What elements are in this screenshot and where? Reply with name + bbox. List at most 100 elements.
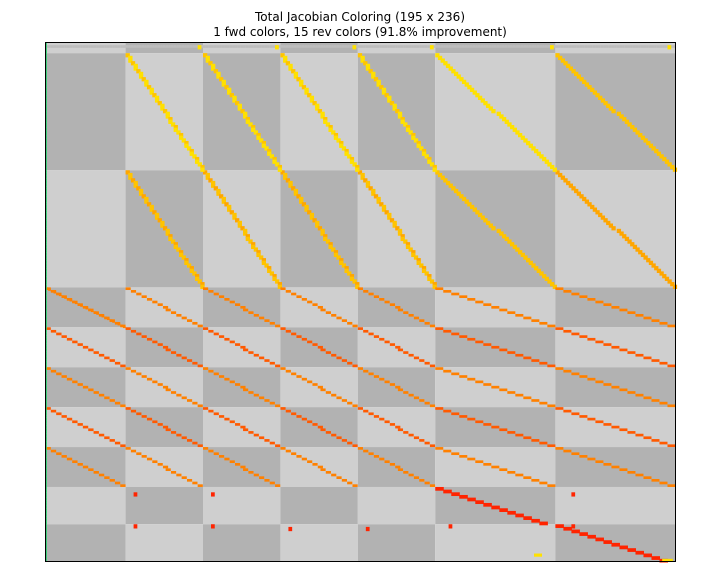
nonzero-cell [133,66,138,71]
nonzero-cell [531,439,540,442]
nonzero-cell [267,45,270,48]
nonzero-cell [355,282,360,287]
nonzero-cell [651,439,660,442]
nonzero-cell [566,63,571,69]
nonzero-cell [203,170,208,175]
nonzero-cell [424,271,429,276]
nonzero-cell [45,239,47,243]
nonzero-cell [643,316,652,320]
nonzero-cell [64,45,67,48]
nonzero-cell [165,388,171,392]
nonzero-cell [66,417,73,421]
nonzero-cell [184,45,187,48]
nonzero-cell [475,460,484,464]
nonzero-cell [45,558,47,562]
nonzero-cell [419,319,425,322]
nonzero-cell [552,284,557,289]
nonzero-cell [568,183,573,188]
nonzero-cell [485,103,491,108]
nonzero-cell [280,53,285,58]
nonzero-cell [563,369,572,373]
nonzero-cell [45,101,47,104]
nonzero-cell [451,69,456,74]
nonzero-cell [45,404,47,408]
nonzero-cell [243,228,248,234]
nonzero-cell [328,127,333,132]
nonzero-cell [93,351,99,354]
nonzero-cell [237,223,242,228]
nonzero-cell [138,191,144,196]
nonzero-cell [245,117,250,122]
nonzero-cell [96,312,99,315]
nonzero-cell [507,45,510,48]
nonzero-cell [299,79,304,85]
nonzero-cell [162,425,169,429]
nonzero-cell [213,412,219,416]
nonzero-cell [347,154,352,159]
nonzero-cell [325,351,331,354]
nonzero-cell [197,484,203,487]
nonzero-cell [477,45,481,48]
nonzero-cell [114,45,118,48]
nonzero-cell [192,321,198,325]
nonzero-cell [632,45,636,48]
nonzero-cell [109,478,115,482]
nonzero-cell [448,45,452,48]
nonzero-cell [627,311,636,314]
nonzero-cell [208,449,214,453]
nonzero-cell [550,45,554,50]
nonzero-cell [88,428,94,432]
nonzero-cell [638,132,643,138]
nonzero-cell [360,45,364,48]
nonzero-cell [467,497,476,502]
nonzero-cell [448,66,453,71]
nonzero-cell [203,367,209,370]
nonzero-cell [515,130,520,135]
jacobian-block [45,42,126,54]
nonzero-cell [387,98,392,103]
nonzero-cell [312,383,318,386]
nonzero-cell [45,98,47,102]
jacobian-block [45,524,126,562]
nonzero-cell [467,417,476,421]
nonzero-cell [619,545,628,550]
nonzero-cell [600,45,604,48]
nonzero-cell [45,468,47,472]
nonzero-cell [488,45,492,48]
nonzero-cell [45,492,47,495]
nonzero-cell [344,266,349,271]
nonzero-cell [45,212,47,216]
nonzero-cell [659,401,668,405]
jacobian-block [125,524,203,562]
nonzero-cell [667,444,676,448]
nonzero-cell [88,468,94,472]
nonzero-cell [96,45,99,48]
nonzero-cell [534,266,539,271]
nonzero-cell [384,300,390,304]
nonzero-cell [376,45,380,48]
nonzero-cell [603,540,612,544]
nonzero-cell [45,521,47,525]
nonzero-cell [301,298,307,301]
nonzero-cell [619,348,628,352]
nonzero-cell [592,45,596,48]
nonzero-cell [459,494,468,499]
nonzero-cell [283,55,288,61]
nonzero-cell [93,391,99,394]
nonzero-cell [432,282,437,287]
nonzero-cell [203,447,209,450]
nonzero-cell [264,439,270,442]
nonzero-cell [320,45,324,48]
nonzero-cell [272,45,276,48]
nonzero-cell [491,109,496,114]
nonzero-cell [523,45,527,48]
nonzero-cell [403,239,408,244]
nonzero-cell [368,45,372,48]
nonzero-cell [384,210,389,215]
nonzero-cell [643,396,652,400]
nonzero-cell [213,292,219,296]
nonzero-cell [424,321,430,325]
nonzero-cell [165,428,171,432]
nonzero-cell [397,231,403,236]
nonzero-cell [389,45,393,48]
